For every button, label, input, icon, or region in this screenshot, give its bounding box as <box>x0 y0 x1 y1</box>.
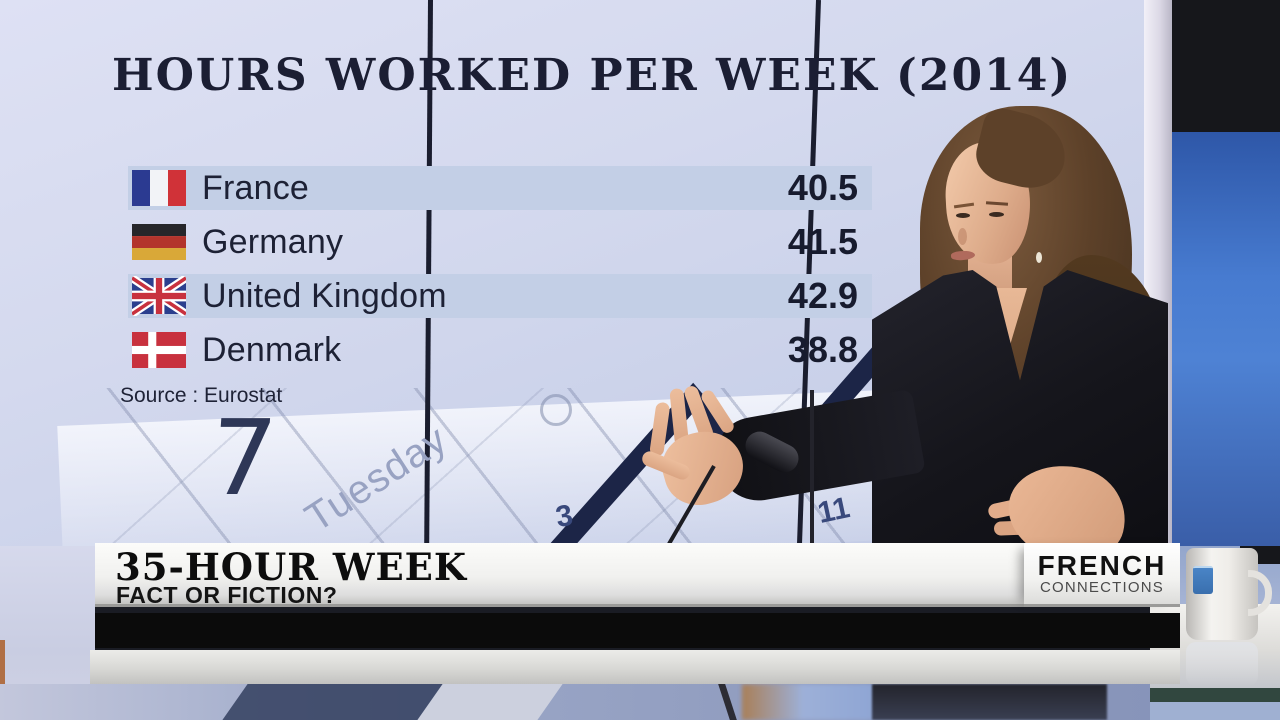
banner-headline: 35-HOUR WEEK <box>115 545 468 589</box>
presenter-nose <box>958 228 967 245</box>
country-value: 40.5 <box>787 167 858 208</box>
banner-black-band <box>95 613 1180 648</box>
mic-stand-rod <box>810 390 814 546</box>
table-row: France 40.5 <box>128 166 872 210</box>
studio-blue-panel <box>1160 132 1280 546</box>
calendar-number-11: 11 <box>814 491 853 530</box>
calendar-circle-mark <box>540 394 572 426</box>
side-table-edge <box>1150 688 1280 702</box>
country-label: Denmark <box>202 330 342 369</box>
program-name-line1: FRENCH <box>1037 549 1167 581</box>
table-row: Denmark 38.8 <box>128 328 872 372</box>
screen-frame-edge <box>0 640 5 720</box>
source-label: Source : Eurostat <box>120 384 283 407</box>
denmark-flag-icon <box>132 330 186 370</box>
country-label: Germany <box>202 222 344 261</box>
studio-dark-background <box>1160 0 1280 132</box>
mug-handle <box>1248 570 1272 616</box>
presenter-earring <box>1036 252 1042 263</box>
country-value: 41.5 <box>787 221 858 262</box>
calendar-day-number: 7 <box>205 397 281 519</box>
floor-reflection-light <box>417 684 563 720</box>
program-logo-box: FRENCH CONNECTIONS <box>1024 543 1180 607</box>
mug-logo-icon <box>1193 566 1213 594</box>
country-value: 42.9 <box>787 275 858 316</box>
table-row: United Kingdom 42.9 <box>128 274 872 318</box>
united-kingdom-flag-icon <box>132 276 186 316</box>
chart-title: HOURS WORKED PER WEEK (2014) <box>112 50 1073 101</box>
banner-gray-band <box>90 650 1180 684</box>
program-name-line2: CONNECTIONS <box>1039 578 1165 596</box>
floor-blurred-reflection <box>742 684 877 720</box>
country-label: France <box>202 168 310 207</box>
presenter-eye <box>956 213 970 218</box>
country-table: France 40.5 Germany 41.5 <box>128 166 872 382</box>
country-value: 38.8 <box>787 329 858 370</box>
side-table-base <box>1150 702 1280 720</box>
coffee-mug <box>1186 548 1258 640</box>
lower-third-banner: 35-HOUR WEEK FACT OR FICTION? <box>95 543 1180 607</box>
germany-flag-icon <box>132 222 186 262</box>
mug-reflection <box>1186 642 1258 686</box>
country-label: United Kingdom <box>202 276 447 315</box>
france-flag-icon <box>132 168 186 208</box>
presenter-eye <box>989 212 1004 217</box>
table-row: Germany 41.5 <box>128 220 872 264</box>
presenter-reflection <box>872 684 1107 720</box>
banner-subheadline: FACT OR FICTION? <box>116 582 338 608</box>
